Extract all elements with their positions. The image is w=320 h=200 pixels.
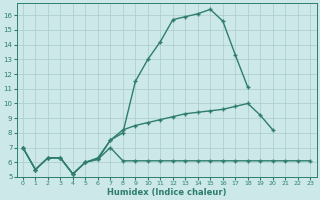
X-axis label: Humidex (Indice chaleur): Humidex (Indice chaleur) xyxy=(107,188,226,197)
